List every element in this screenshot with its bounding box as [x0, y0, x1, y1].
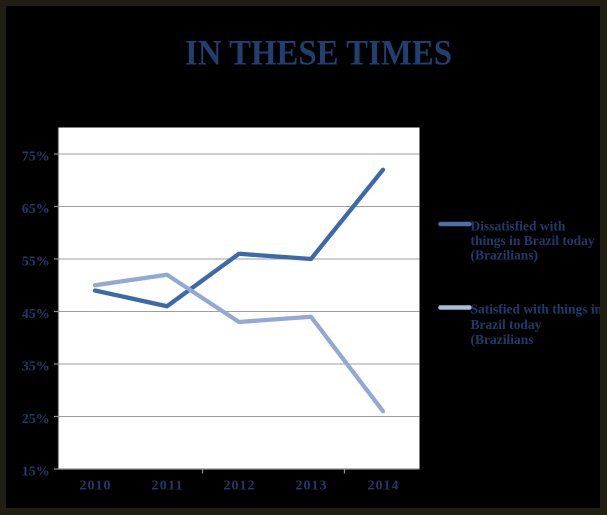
svg-text:25%: 25%	[22, 412, 50, 427]
svg-text:2012: 2012	[224, 479, 255, 494]
svg-text:75%: 75%	[22, 150, 50, 165]
svg-text:65%: 65%	[22, 202, 50, 217]
svg-text:2010: 2010	[80, 479, 111, 494]
svg-text:15%: 15%	[22, 465, 50, 480]
svg-text:IN THESE TIMES: IN THESE TIMES	[185, 33, 452, 73]
svg-text:45%: 45%	[22, 307, 50, 322]
svg-text:2013: 2013	[296, 479, 327, 494]
svg-text:55%: 55%	[22, 255, 50, 270]
svg-text:35%: 35%	[22, 360, 50, 375]
svg-text:2014: 2014	[368, 479, 399, 494]
